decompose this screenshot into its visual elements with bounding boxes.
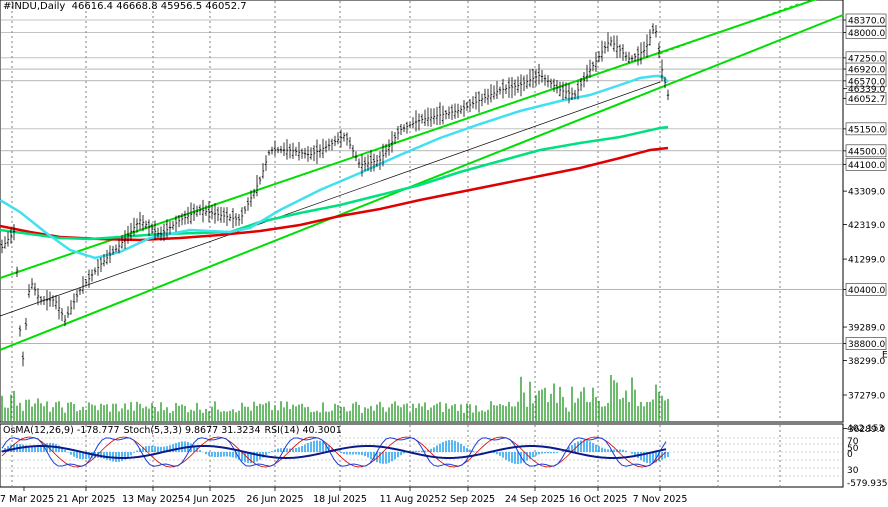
price-tick-label: 42319.0 bbox=[848, 221, 885, 231]
price-tick-label: 40400.0 bbox=[848, 286, 885, 296]
indicator-axis-label: 402.153 bbox=[847, 424, 884, 434]
price-tick-label: 41299.0 bbox=[848, 256, 885, 266]
indicator-axis-label: 70 bbox=[847, 437, 859, 447]
time-tick-label: 27 Mar 2025 bbox=[0, 494, 54, 505]
ema-fast-line bbox=[0, 74, 669, 260]
price-tick-label: 37279.0 bbox=[848, 392, 885, 402]
price-tick-label: 44100.0 bbox=[848, 161, 885, 171]
channel-lower bbox=[0, 14, 844, 351]
main-panel bbox=[0, 0, 844, 423]
price-label-box bbox=[845, 92, 887, 105]
price-label-box bbox=[845, 26, 887, 39]
time-tick-label: 16 Oct 2025 bbox=[569, 494, 628, 505]
price-tick-label: 45150.0 bbox=[848, 125, 885, 135]
oscillators bbox=[1, 436, 843, 477]
price-axis: 48370.0 48000.0 47250.0 46920.046570.046339… bbox=[843, 13, 888, 489]
price-label-box bbox=[845, 74, 887, 88]
price-label-box bbox=[845, 337, 887, 350]
price-tick-label: 36289.0 bbox=[848, 425, 885, 435]
stoch-label: Stoch(5,3,3) 9.8677 31.3234 bbox=[123, 425, 261, 436]
time-tick-label: 18 Jul 2025 bbox=[313, 494, 367, 505]
price-tick-label: 38299.0 bbox=[848, 357, 885, 367]
price-tick-label: 48000.0 bbox=[848, 29, 885, 39]
price-tick-label: 46570.0 bbox=[848, 77, 885, 87]
time-tick-label: 24 Sep 2025 bbox=[505, 494, 565, 505]
volume-bars bbox=[1, 374, 669, 421]
indicator-axis-label: 30 bbox=[847, 466, 859, 476]
stoch-main-line bbox=[1, 437, 667, 467]
price-label-box bbox=[845, 283, 887, 296]
price-tick-label: 46920.0 bbox=[848, 66, 885, 76]
time-tick-label: 26 Jun 2025 bbox=[246, 494, 303, 505]
price-label-box bbox=[845, 144, 887, 158]
price-tick-label: 44500.0 bbox=[848, 147, 885, 157]
time-tick-label: 21 Apr 2025 bbox=[57, 494, 116, 505]
price-tick-label: 46052.7 bbox=[848, 95, 885, 105]
symbol-label: #INDU,Daily bbox=[3, 1, 66, 12]
time-tick-label: 11 Aug 2025 bbox=[380, 494, 441, 505]
side-label: E bbox=[882, 351, 888, 361]
rsi-label: RSI(14) 40.3001 bbox=[264, 425, 342, 436]
price-label-box bbox=[845, 158, 887, 171]
horizontal-levels bbox=[1, 19, 843, 344]
channel-projection bbox=[659, 2, 801, 55]
ohlc-label: 46616.4 46668.8 45956.5 46052.7 bbox=[71, 1, 247, 12]
price-tick-label: 47250.0 bbox=[848, 54, 885, 64]
price-label-box bbox=[845, 13, 887, 27]
osma-label: OsMA(12,26,9) -178.777 bbox=[3, 425, 120, 436]
price-tick-label: 39289.0 bbox=[848, 324, 885, 334]
price-tick-label: 46339.0 bbox=[848, 85, 885, 95]
channel-mid bbox=[0, 81, 661, 317]
ema-mid-line bbox=[0, 125, 669, 241]
trend-channel bbox=[0, 0, 844, 351]
moving-averages bbox=[0, 74, 669, 260]
price-tick-label: 43309.0 bbox=[848, 188, 885, 198]
time-tick-label: 2 Sep 2025 bbox=[441, 494, 495, 505]
indicator-title: OsMA(12,26,9) -178.777 Stoch(5,3,3) 9.867… bbox=[3, 425, 346, 436]
indicator-axis-label: -579.935 bbox=[847, 479, 887, 489]
indicator-axis-label: 50 bbox=[847, 444, 859, 454]
time-tick-label: 7 Nov 2025 bbox=[633, 494, 688, 505]
price-label-box bbox=[845, 122, 887, 136]
chart-title: #INDU,Daily 46616.4 46668.8 45956.5 4605… bbox=[3, 1, 247, 12]
time-tick-label: 4 Jun 2025 bbox=[184, 494, 235, 505]
price-bars bbox=[0, 23, 670, 367]
price-tick-label: 48370.0 bbox=[848, 17, 885, 27]
rsi-line bbox=[1, 445, 667, 460]
time-tick-label: 13 May 2025 bbox=[122, 494, 184, 505]
channel-upper bbox=[0, 0, 817, 279]
grid-lines bbox=[11, 1, 781, 486]
price-tick-label: 38800.0 bbox=[848, 340, 885, 350]
indicator-axis-label: 0 bbox=[847, 450, 853, 460]
